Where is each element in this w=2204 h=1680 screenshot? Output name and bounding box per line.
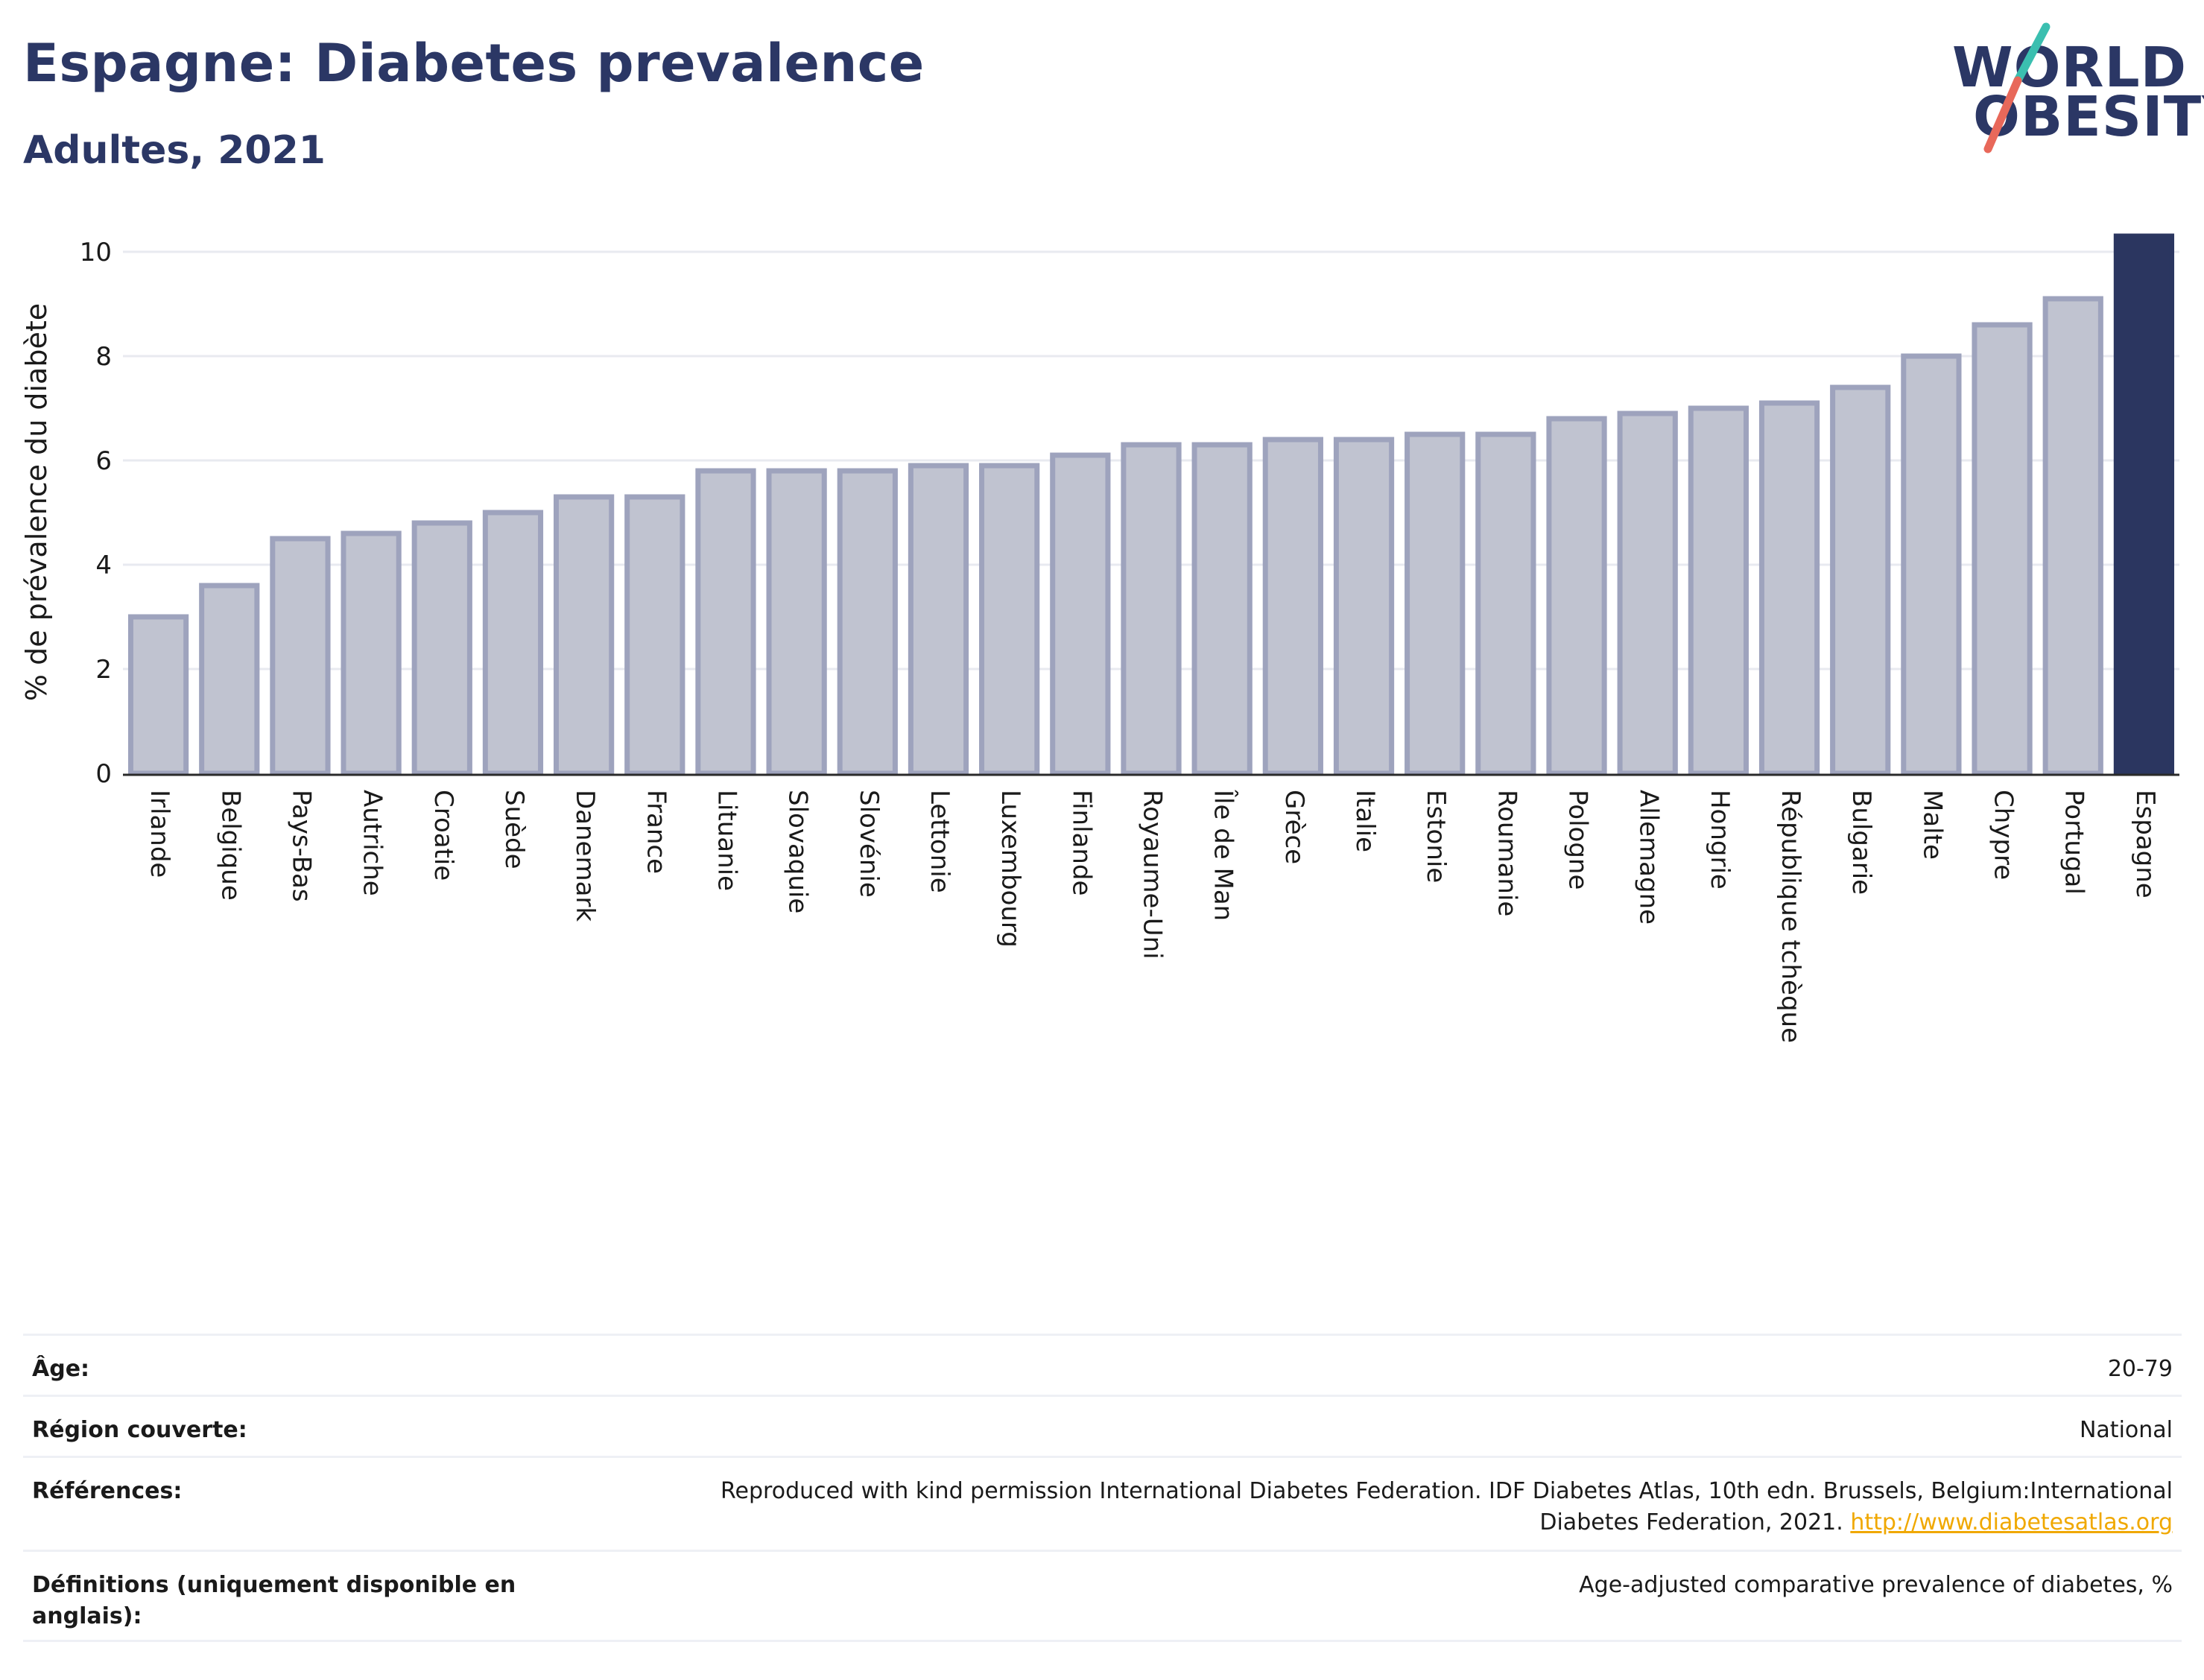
x-tick-label: Espagne — [2130, 790, 2160, 898]
y-tick-label: 6 — [95, 446, 112, 476]
references-text: Reproduced with kind permission Internat… — [721, 1478, 2173, 1535]
bar-estonie — [1405, 431, 1466, 776]
bar-belgique — [199, 583, 260, 776]
references-link[interactable]: http://www.diabetesatlas.org — [1850, 1509, 2173, 1535]
bar-espagne — [2113, 233, 2175, 776]
y-tick-label: 2 — [95, 655, 112, 685]
bar-danemark — [554, 494, 615, 776]
bar-roumanie — [1475, 431, 1536, 776]
chart-subtitle: Adultes, 2021 — [23, 128, 326, 173]
detail-value: Reproduced with kind permission Internat… — [683, 1476, 2173, 1535]
details-table: Âge: 20-79 Région couverte: National Réf… — [23, 1334, 2182, 1642]
bar-gr-ce — [1262, 437, 1323, 776]
y-axis-ticks: 0 2 4 6 8 10 — [80, 238, 112, 789]
bar-lituanie — [695, 468, 756, 776]
x-tick-label: Hongrie — [1705, 790, 1735, 890]
x-tick-label: Croatie — [428, 790, 458, 881]
bar-royaume-uni — [1121, 442, 1182, 776]
x-tick-label: Italie — [1350, 790, 1380, 852]
bar-allemagne — [1617, 411, 1678, 776]
bar--le-de-man — [1191, 442, 1253, 776]
y-tick-label: 0 — [95, 759, 112, 789]
bars — [127, 233, 2175, 776]
bar-finlande — [1050, 452, 1111, 776]
bar-italie — [1333, 437, 1395, 776]
bar-france — [624, 494, 685, 776]
x-tick-label: Pays-Bas — [286, 790, 316, 902]
bar-hongrie — [1688, 405, 1749, 776]
x-tick-label: Finlande — [1066, 790, 1096, 896]
bar-bulgarie — [1830, 384, 1891, 776]
detail-row-region: Région couverte: National — [23, 1395, 2182, 1456]
logo-line-1: WORLD — [1952, 36, 2188, 100]
bar-su-de — [482, 510, 544, 776]
chart-title: Espagne: Diabetes prevalence — [23, 33, 925, 94]
y-tick-label: 4 — [95, 551, 112, 580]
detail-label: Région couverte: — [32, 1417, 247, 1443]
x-tick-label: Lituanie — [712, 790, 741, 891]
x-tick-label: Belgique — [215, 790, 245, 901]
detail-row-references: Références: Reproduced with kind permiss… — [23, 1456, 2182, 1550]
x-tick-label: Irlande — [145, 790, 174, 878]
detail-row-definitions: Définitions (uniquement disponible en an… — [23, 1550, 2182, 1642]
x-tick-label: Suède — [499, 790, 529, 869]
bar-r-publique-tch-que — [1758, 400, 1820, 776]
y-tick-label: 10 — [80, 238, 112, 267]
bar-chart: 0 2 4 6 8 10 Irlande Belgique Pays-Bas Autriche C… — [20, 233, 2179, 1043]
x-tick-label: Royaume-Uni — [1138, 790, 1168, 960]
bar-chypre — [1972, 322, 2033, 776]
x-axis-ticks: Irlande Belgique Pays-Bas Autriche Croatie Su… — [145, 789, 2160, 1043]
bar-portugal — [2042, 296, 2103, 776]
y-tick-label: 8 — [95, 342, 112, 372]
y-axis-label: % de prévalence du diabète — [20, 303, 53, 701]
world-obesity-logo: WORLD OBESITY — [1937, 21, 2204, 155]
detail-label: Références: — [32, 1478, 183, 1504]
x-tick-label: Bulgarie — [1846, 790, 1876, 895]
bar-slovaquie — [766, 468, 827, 776]
detail-row-age: Âge: 20-79 — [23, 1334, 2182, 1395]
bar-irlande — [127, 614, 189, 776]
x-tick-label: Grèce — [1279, 790, 1309, 864]
x-tick-label: Lettonie — [925, 790, 954, 893]
bar-luxembourg — [979, 463, 1040, 776]
detail-value: National — [2079, 1417, 2173, 1443]
bar-malte — [1901, 353, 1962, 776]
x-tick-label: Île de Man — [1209, 789, 1239, 921]
x-tick-label: Portugal — [2059, 790, 2089, 895]
x-tick-label: Allemagne — [1634, 790, 1664, 925]
detail-value: 20-79 — [2107, 1356, 2173, 1382]
x-tick-label: République tchèque — [1776, 790, 1805, 1043]
x-tick-label: Malte — [1917, 790, 1947, 860]
bar-pays-bas — [270, 536, 331, 776]
x-tick-label: Pologne — [1563, 790, 1593, 890]
x-tick-label: Danemark — [570, 790, 600, 922]
bar-pologne — [1546, 416, 1607, 776]
bar-lettonie — [908, 463, 969, 776]
x-tick-label: Roumanie — [1492, 790, 1521, 916]
x-tick-label: France — [641, 790, 671, 874]
bar-autriche — [341, 530, 402, 776]
bar-croatie — [411, 520, 472, 776]
x-tick-label: Slovaquie — [783, 790, 813, 913]
detail-value: Age-adjusted comparative prevalence of d… — [1579, 1572, 2173, 1598]
bar-slov-nie — [837, 468, 898, 776]
x-tick-label: Luxembourg — [995, 790, 1025, 948]
x-tick-label: Chypre — [1989, 790, 2018, 880]
detail-label: Âge: — [32, 1356, 90, 1382]
x-tick-label: Slovénie — [854, 790, 884, 898]
x-tick-label: Estonie — [1421, 790, 1451, 883]
detail-label: Définitions (uniquement disponible en an… — [32, 1572, 516, 1629]
logo-slash-icon — [1983, 22, 2051, 153]
x-tick-label: Autriche — [358, 790, 387, 896]
